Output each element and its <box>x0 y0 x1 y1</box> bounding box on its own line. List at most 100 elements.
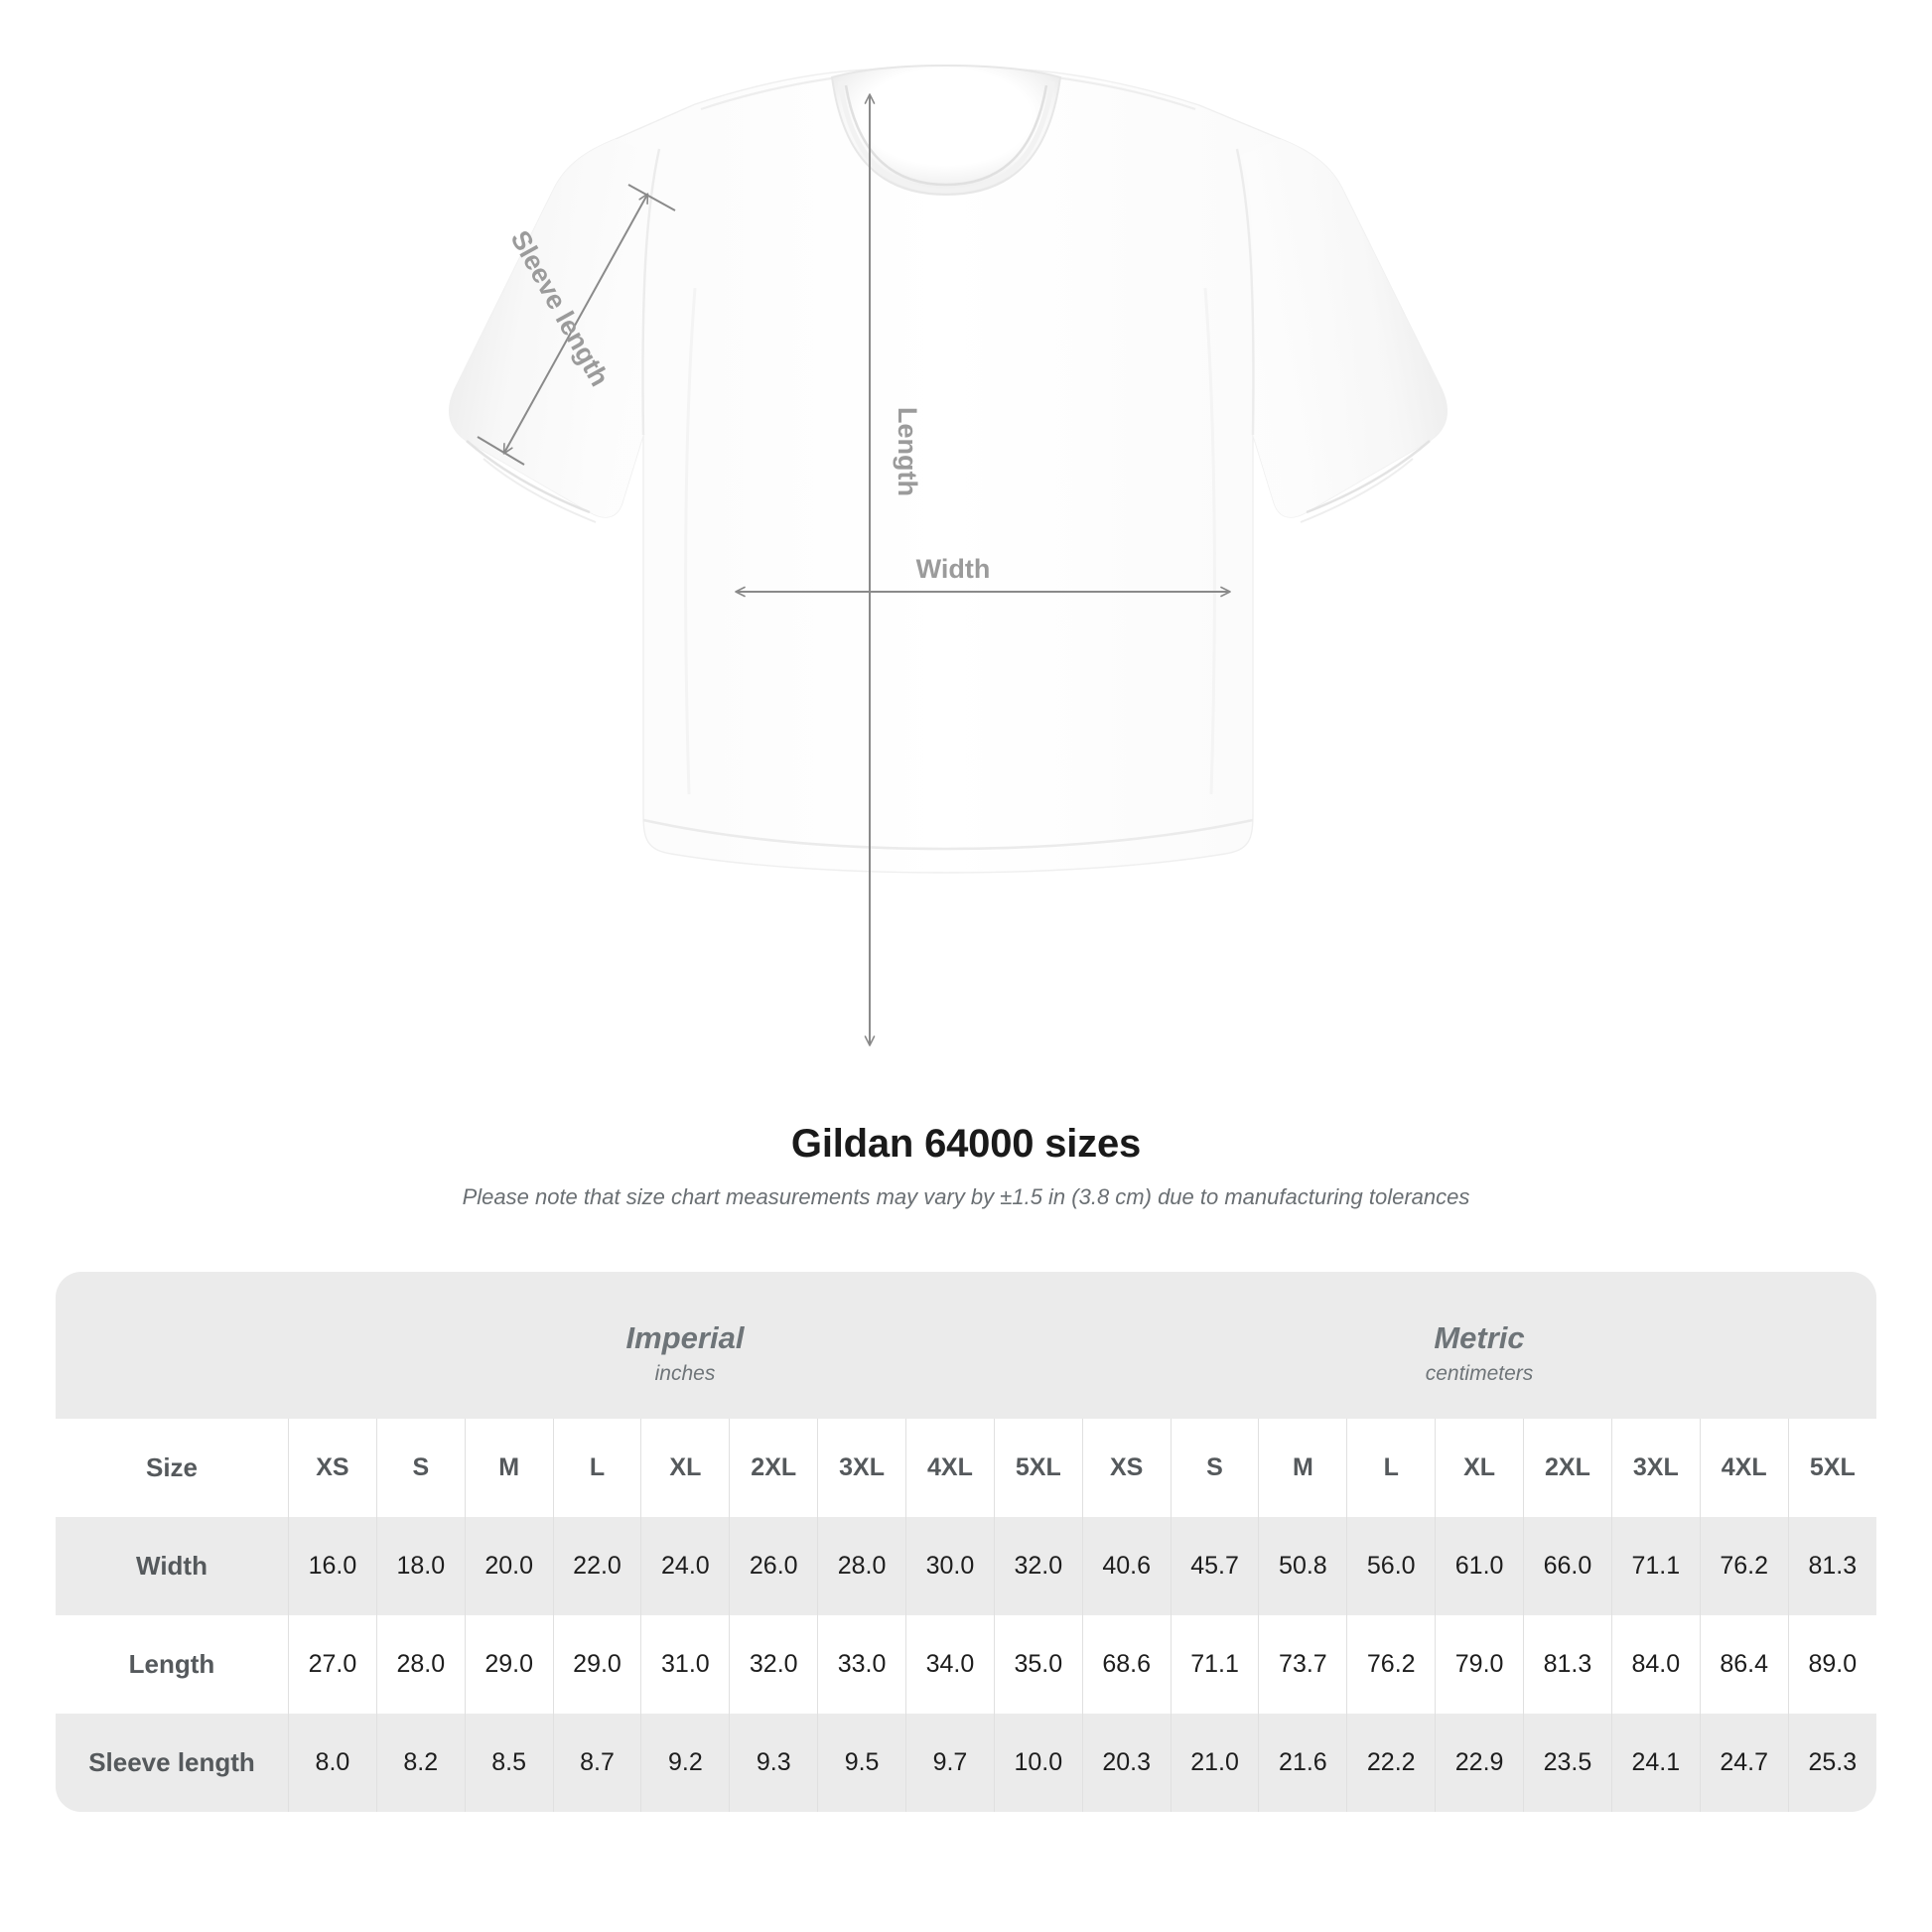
cell-width-imperial-s: 18.0 <box>375 1517 466 1615</box>
cell-sleeve-metric-4xl: 24.7 <box>1699 1714 1789 1812</box>
cell-sleeve-metric-l: 22.2 <box>1346 1714 1436 1812</box>
header-size-metric-5xl: 5XL <box>1787 1419 1876 1517</box>
header-size-metric-l: L <box>1346 1419 1436 1517</box>
length-label: Length <box>893 407 922 496</box>
cell-width-imperial-3xl: 28.0 <box>817 1517 906 1615</box>
cell-sleeve-metric-3xl: 24.1 <box>1610 1714 1701 1812</box>
header-size-metric-xs: XS <box>1081 1419 1172 1517</box>
cell-width-metric-m: 50.8 <box>1258 1517 1347 1615</box>
left-sleeve-hem <box>466 440 591 514</box>
cell-sleeve-metric-xl: 22.9 <box>1435 1714 1524 1812</box>
cell-sleeve-imperial-l: 8.7 <box>552 1714 641 1812</box>
cell-width-metric-5xl: 81.3 <box>1787 1517 1876 1615</box>
left-sleeve-fold <box>483 458 597 523</box>
sleeve-tick-top <box>627 184 676 211</box>
cell-width-imperial-4xl: 30.0 <box>905 1517 995 1615</box>
cell-sleeve-imperial-4xl: 9.7 <box>905 1714 995 1812</box>
cell-length-metric-s: 71.1 <box>1170 1615 1259 1714</box>
header-size-metric-s: S <box>1170 1419 1259 1517</box>
header-size-metric-3xl: 3XL <box>1610 1419 1701 1517</box>
cell-length-imperial-5xl: 35.0 <box>993 1615 1083 1714</box>
cell-length-imperial-3xl: 33.0 <box>817 1615 906 1714</box>
header-size-imperial-s: S <box>375 1419 466 1517</box>
cell-length-metric-m: 73.7 <box>1258 1615 1347 1714</box>
width-label: Width <box>916 554 991 584</box>
cell-length-metric-xl: 79.0 <box>1435 1615 1524 1714</box>
collar-ribbing <box>844 84 1048 187</box>
tshirt-garment <box>448 64 1449 874</box>
cell-sleeve-imperial-s: 8.2 <box>375 1714 466 1812</box>
bottom-hem <box>642 818 1254 851</box>
table-row: Sleeve length 8.0 8.2 8.5 8.7 9.2 9.3 9.… <box>56 1714 1876 1812</box>
header-size-imperial-2xl: 2XL <box>729 1419 818 1517</box>
cell-width-imperial-m: 20.0 <box>464 1517 554 1615</box>
cell-length-metric-5xl: 89.0 <box>1787 1615 1876 1714</box>
cell-width-metric-s: 45.7 <box>1170 1517 1259 1615</box>
unit-header-corner <box>56 1272 288 1419</box>
collar <box>830 64 1062 197</box>
unit-group-imperial: Imperial inches <box>288 1272 1082 1419</box>
row-label-sleeve-length: Sleeve length <box>88 1747 255 1777</box>
right-sleeve-fold <box>1300 458 1414 523</box>
cell-width-metric-xl: 61.0 <box>1435 1517 1524 1615</box>
unit-name-imperial: Imperial <box>625 1319 745 1355</box>
cell-length-metric-4xl: 86.4 <box>1699 1615 1789 1714</box>
row-label-length: Length <box>128 1649 215 1679</box>
cell-sleeve-metric-xs: 20.3 <box>1081 1714 1172 1812</box>
unit-group-metric: Metric centimeters <box>1082 1272 1876 1419</box>
cell-length-imperial-4xl: 34.0 <box>905 1615 995 1714</box>
cell-width-metric-2xl: 66.0 <box>1523 1517 1612 1615</box>
cell-sleeve-metric-s: 21.0 <box>1170 1714 1259 1812</box>
cell-length-metric-2xl: 81.3 <box>1523 1615 1612 1714</box>
cell-length-metric-xs: 68.6 <box>1081 1615 1172 1714</box>
cell-length-imperial-2xl: 32.0 <box>729 1615 818 1714</box>
cell-length-imperial-xl: 31.0 <box>640 1615 730 1714</box>
row-label-width: Width <box>136 1551 207 1581</box>
body-fold-right <box>1203 287 1216 795</box>
header-size-imperial-3xl: 3XL <box>817 1419 906 1517</box>
cell-length-metric-3xl: 84.0 <box>1610 1615 1701 1714</box>
right-sleeve <box>1241 139 1448 518</box>
cell-sleeve-imperial-5xl: 10.0 <box>993 1714 1083 1812</box>
cell-width-imperial-5xl: 32.0 <box>993 1517 1083 1615</box>
cell-sleeve-imperial-2xl: 9.3 <box>729 1714 818 1812</box>
header-size-metric-m: M <box>1258 1419 1347 1517</box>
cell-width-imperial-xs: 16.0 <box>288 1517 377 1615</box>
cell-length-imperial-xs: 27.0 <box>288 1615 377 1714</box>
right-sleeve-hem <box>1306 440 1431 514</box>
cell-width-imperial-2xl: 26.0 <box>729 1517 818 1615</box>
right-armhole-seam <box>1235 148 1255 436</box>
size-chart-table: Imperial inches Metric centimeters Size … <box>56 1272 1876 1812</box>
measurements-table: Size XS S M L XL 2XL 3XL 4XL 5XL XS S M … <box>56 1419 1876 1812</box>
table-row: Width 16.0 18.0 20.0 22.0 24.0 26.0 28.0… <box>56 1517 1876 1615</box>
header-size-imperial-m: M <box>464 1419 554 1517</box>
cell-width-metric-xs: 40.6 <box>1081 1517 1172 1615</box>
cell-width-metric-l: 56.0 <box>1346 1517 1436 1615</box>
unit-header-row: Imperial inches Metric centimeters <box>56 1272 1876 1419</box>
header-size-imperial-xl: XL <box>640 1419 730 1517</box>
tshirt-illustration: Length Width Sleeve length <box>448 64 1449 1046</box>
header-size-metric-4xl: 4XL <box>1699 1419 1789 1517</box>
unit-name-metric: Metric <box>1434 1319 1525 1355</box>
sleeve-length-arrow <box>502 193 649 455</box>
header-size-metric-2xl: 2XL <box>1523 1419 1612 1517</box>
cell-sleeve-imperial-xs: 8.0 <box>288 1714 377 1812</box>
sleeve-tick-bottom <box>477 436 525 466</box>
cell-length-metric-l: 76.2 <box>1346 1615 1436 1714</box>
cell-width-metric-4xl: 76.2 <box>1699 1517 1789 1615</box>
table-row: Length 27.0 28.0 29.0 29.0 31.0 32.0 33.… <box>56 1615 1876 1714</box>
cell-length-imperial-l: 29.0 <box>552 1615 641 1714</box>
measurement-guides <box>477 93 1231 1046</box>
header-size-imperial-5xl: 5XL <box>993 1419 1083 1517</box>
cell-width-metric-3xl: 71.1 <box>1610 1517 1701 1615</box>
cell-sleeve-imperial-xl: 9.2 <box>640 1714 730 1812</box>
table-header-row: Size XS S M L XL 2XL 3XL 4XL 5XL XS S M … <box>56 1419 1876 1517</box>
unit-sub-imperial: inches <box>654 1362 716 1386</box>
header-size-label: Size <box>145 1452 199 1482</box>
cell-sleeve-metric-5xl: 25.3 <box>1787 1714 1876 1812</box>
header-size-imperial-l: L <box>552 1419 641 1517</box>
title-block: Gildan 64000 sizes Please note that size… <box>0 1120 1932 1212</box>
cell-sleeve-imperial-3xl: 9.5 <box>817 1714 906 1812</box>
header-size-imperial-xs: XS <box>288 1419 377 1517</box>
header-size-metric-xl: XL <box>1435 1419 1524 1517</box>
